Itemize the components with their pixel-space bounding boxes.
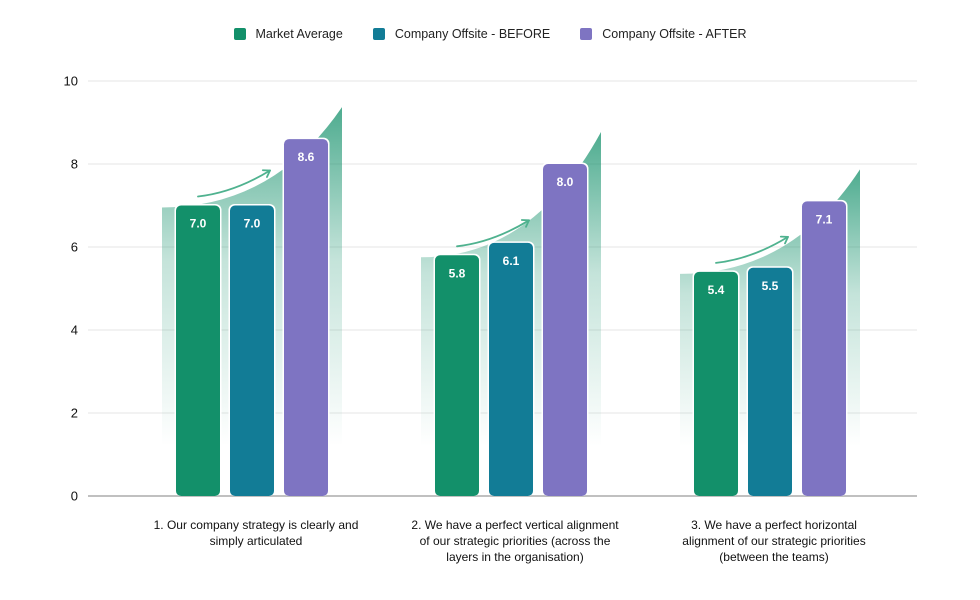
trend-arrow-icon [197, 169, 271, 198]
legend-swatch-market-average [233, 28, 246, 40]
y-axis-ticks: 0 2 4 6 8 10 [64, 74, 78, 504]
bar-value-label: 5.5 [762, 279, 779, 293]
legend-item-offsite-after: Company Offsite - AFTER [580, 27, 746, 41]
y-tick-label: 4 [71, 323, 78, 338]
legend-label-offsite-before: Company Offsite - BEFORE [394, 27, 551, 41]
x-category-label: 3. We have a perfect horizontal alignment… [649, 517, 899, 565]
bar [230, 205, 274, 496]
x-category-label-line: 2. We have a perfect vertical alignment [411, 518, 619, 532]
legend-item-offsite-before: Company Offsite - BEFORE [372, 27, 551, 41]
bar-value-label: 8.6 [298, 150, 315, 164]
bar [802, 201, 846, 496]
bar [694, 271, 738, 496]
bar [176, 205, 220, 496]
bar-value-label: 8.0 [557, 175, 574, 189]
legend-swatch-offsite-after [580, 28, 593, 40]
trend-arrow-icon [715, 235, 789, 264]
legend-label-offsite-after: Company Offsite - AFTER [602, 27, 747, 41]
bar-value-label: 7.0 [190, 217, 207, 231]
bar [489, 242, 533, 496]
bar-value-label: 5.4 [708, 283, 725, 297]
bar [435, 255, 479, 496]
y-tick-label: 6 [71, 240, 78, 255]
x-category-label-line: simply articulated [209, 534, 303, 548]
x-category-label-line: 1. Our company strategy is clearly and [153, 518, 359, 532]
bar [748, 267, 792, 496]
bar-value-label: 7.0 [244, 217, 261, 231]
bar-value-label: 6.1 [503, 254, 520, 268]
x-category-label-line: of our strategic priorities (across the [419, 534, 611, 548]
y-tick-label: 2 [71, 406, 78, 421]
bar [543, 164, 587, 496]
legend: Market Average Company Offsite - BEFORE … [0, 27, 980, 41]
bars: 7.0 7.0 8.6 5.8 6.1 8.0 5.4 5.5 7.1 [174, 137, 848, 496]
x-category-label: 2. We have a perfect vertical alignment o… [390, 517, 640, 565]
bar [284, 139, 328, 496]
trend-arrow-icon [456, 219, 530, 248]
x-category-label-line: alignment of our strategic priorities [682, 534, 866, 548]
y-tick-label: 8 [71, 157, 78, 172]
y-tick-label: 10 [64, 74, 78, 89]
legend-swatch-offsite-before [372, 28, 385, 40]
y-tick-label: 0 [71, 489, 78, 504]
legend-item-market-average: Market Average [233, 27, 343, 41]
legend-label-market-average: Market Average [255, 27, 343, 41]
bar-value-label: 7.1 [816, 212, 833, 226]
x-category-label: 1. Our company strategy is clearly and si… [131, 517, 381, 549]
x-category-label-line: layers in the organisation) [446, 550, 584, 564]
x-category-label-line: (between the teams) [719, 550, 829, 564]
x-category-label-line: 3. We have a perfect horizontal [691, 518, 857, 532]
bar-value-label: 5.8 [449, 266, 466, 280]
